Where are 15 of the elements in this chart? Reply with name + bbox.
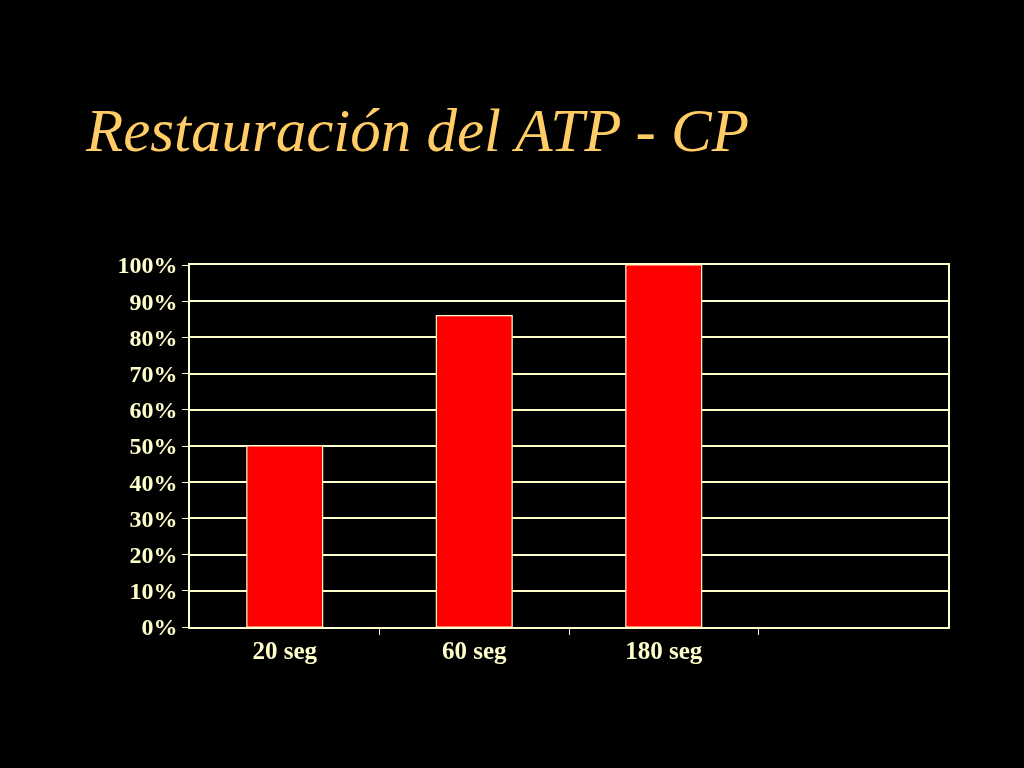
y-tick-label: 50% [129, 433, 178, 460]
y-tick-label: 10% [129, 578, 178, 605]
y-tick-label: 80% [129, 324, 178, 351]
y-tick-label: 0% [141, 614, 178, 641]
x-tick-label: 20 seg [252, 636, 318, 664]
y-tick-label: 40% [129, 469, 178, 496]
y-tick-label: 30% [129, 505, 178, 532]
y-tick-label: 20% [129, 542, 178, 568]
y-tick-label: 90% [129, 288, 178, 315]
y-tick-label: 70% [129, 361, 178, 387]
y-tick-label: 100% [117, 252, 178, 279]
x-tick-label: 60 seg [441, 636, 508, 664]
chart-title: Restauración del ATP - CP [85, 97, 750, 165]
x-tick-label: 180 seg [625, 636, 703, 664]
y-tick-label: 60% [129, 397, 178, 424]
